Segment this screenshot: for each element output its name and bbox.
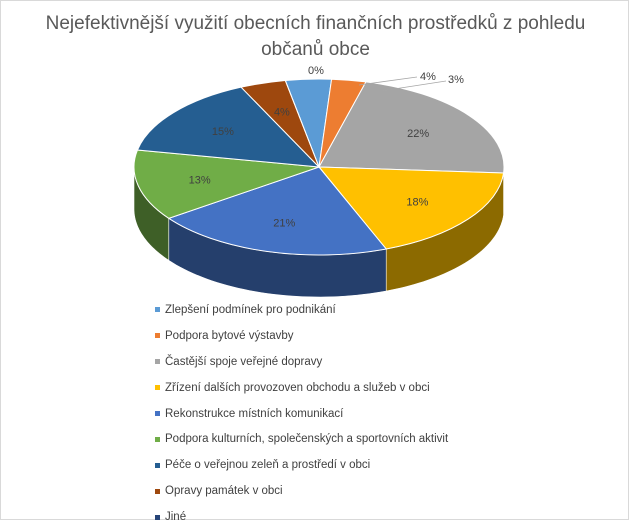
legend-label: Podpora bytové výstavby	[165, 330, 294, 342]
legend-label: Jiné	[165, 511, 186, 523]
legend-item: Zlepšení podmínek pro podnikání	[155, 297, 615, 323]
data-label-1: 4%	[420, 71, 436, 83]
legend-swatch	[155, 385, 160, 390]
data-label-7: 15%	[212, 126, 234, 138]
data-label-3: 22%	[407, 128, 429, 140]
legend-item: Jiné	[155, 504, 615, 530]
legend-swatch	[155, 307, 160, 312]
legend-label: Častější spoje veřejné dopravy	[165, 356, 322, 368]
legend-item: Podpora bytové výstavby	[155, 323, 615, 349]
data-label-4: 18%	[406, 196, 428, 208]
legend-item: Zřízení dalších provozoven obchodu a slu…	[155, 375, 615, 401]
legend-swatch	[155, 411, 160, 416]
legend-item: Péče o veřejnou zeleň a prostředí v obci	[155, 452, 615, 478]
data-label-8: 4%	[274, 107, 290, 119]
legend-swatch	[155, 515, 160, 520]
legend-label: Zlepšení podmínek pro podnikání	[165, 304, 336, 316]
legend-swatch	[155, 463, 160, 468]
data-label-5: 21%	[273, 218, 295, 230]
legend-label: Péče o veřejnou zeleň a prostředí v obci	[165, 459, 370, 471]
legend-swatch	[155, 489, 160, 494]
legend-swatch	[155, 359, 160, 364]
legend-item: Rekonstrukce místních komunikací	[155, 401, 615, 427]
legend-label: Zřízení dalších provozoven obchodu a slu…	[165, 382, 430, 394]
pie-chart: 4% 3% 22% 18% 21% 13% 15% 4% 0%	[1, 1, 628, 301]
leader-line	[359, 77, 417, 85]
legend-item: Podpora kulturních, společenských a spor…	[155, 426, 615, 452]
legend-item: Opravy památek v obci	[155, 478, 615, 504]
data-label-2: 3%	[448, 74, 464, 86]
legend: Zlepšení podmínek pro podnikání Podpora b…	[155, 297, 615, 530]
data-label-9: 0%	[308, 65, 324, 77]
legend-label: Podpora kulturních, společenských a spor…	[165, 433, 448, 445]
legend-swatch	[155, 437, 160, 442]
legend-item: Častější spoje veřejné dopravy	[155, 349, 615, 375]
legend-swatch	[155, 333, 160, 338]
data-label-6: 13%	[189, 174, 211, 186]
legend-label: Rekonstrukce místních komunikací	[165, 408, 343, 420]
legend-label: Opravy památek v obci	[165, 485, 283, 497]
